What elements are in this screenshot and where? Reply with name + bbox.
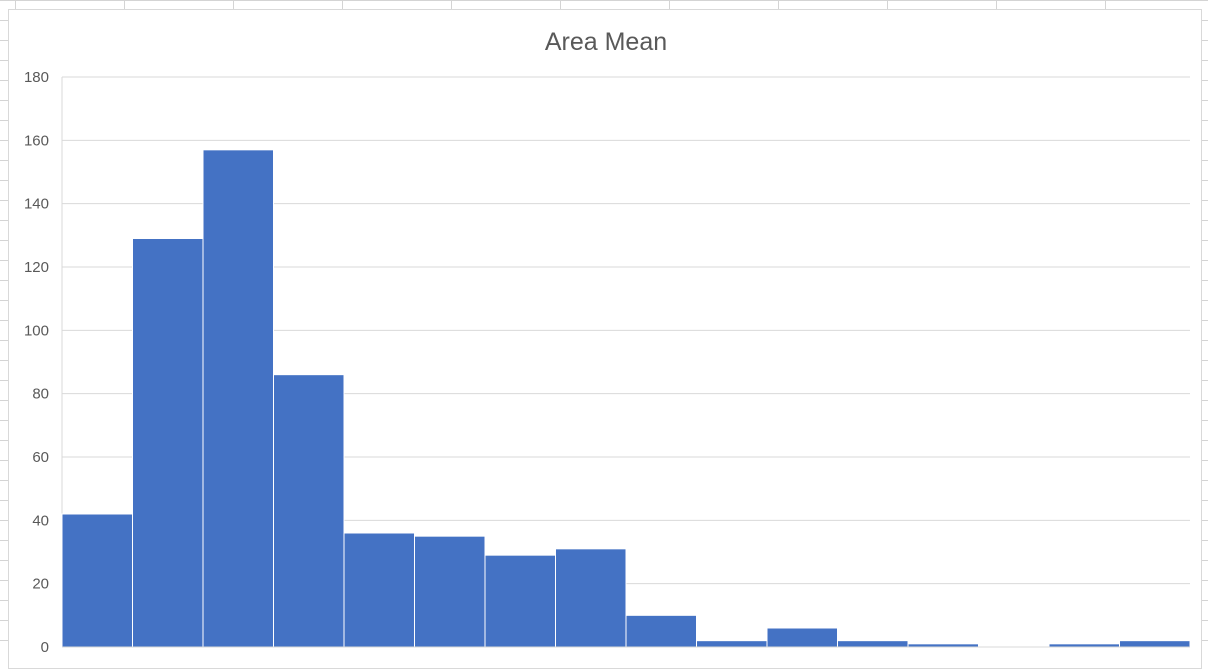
y-tick-label: 20 xyxy=(32,576,49,593)
histogram-bar[interactable] xyxy=(696,640,768,648)
y-tick-label: 120 xyxy=(24,259,49,276)
histogram-bar[interactable] xyxy=(837,640,909,648)
chart-title: Area Mean xyxy=(545,28,667,56)
histogram-bar[interactable] xyxy=(414,535,486,648)
histogram-bar[interactable] xyxy=(625,614,697,648)
histogram-bar[interactable] xyxy=(555,548,627,648)
y-tick-label: 180 xyxy=(24,69,49,86)
y-tick-label: 140 xyxy=(24,196,49,213)
histogram-chart: Area Mean 0 20 40 60 80 100 120 140 160 180 xyxy=(24,28,1191,656)
y-tick-label: 0 xyxy=(41,639,49,656)
histogram-bar[interactable] xyxy=(1119,640,1191,648)
histogram-bar[interactable] xyxy=(61,513,133,648)
y-tick-label: 60 xyxy=(32,449,49,466)
y-tick-label: 100 xyxy=(24,322,49,339)
y-tick-label: 160 xyxy=(24,132,49,149)
histogram-bar[interactable] xyxy=(202,149,274,648)
y-tick-label: 80 xyxy=(32,386,49,403)
histogram-bar[interactable] xyxy=(273,374,345,648)
histogram-bar[interactable] xyxy=(766,627,838,648)
y-tick-label: 40 xyxy=(32,512,49,529)
chart-frame[interactable]: Area Mean 0 20 40 60 80 100 120 140 160 180 xyxy=(8,9,1202,669)
histogram-bar[interactable] xyxy=(132,238,204,648)
y-axis-ticks: 0 20 40 60 80 100 120 140 160 180 xyxy=(24,69,49,656)
bars xyxy=(61,149,1191,648)
histogram-bar[interactable] xyxy=(343,532,415,648)
histogram-bar[interactable] xyxy=(484,554,556,648)
